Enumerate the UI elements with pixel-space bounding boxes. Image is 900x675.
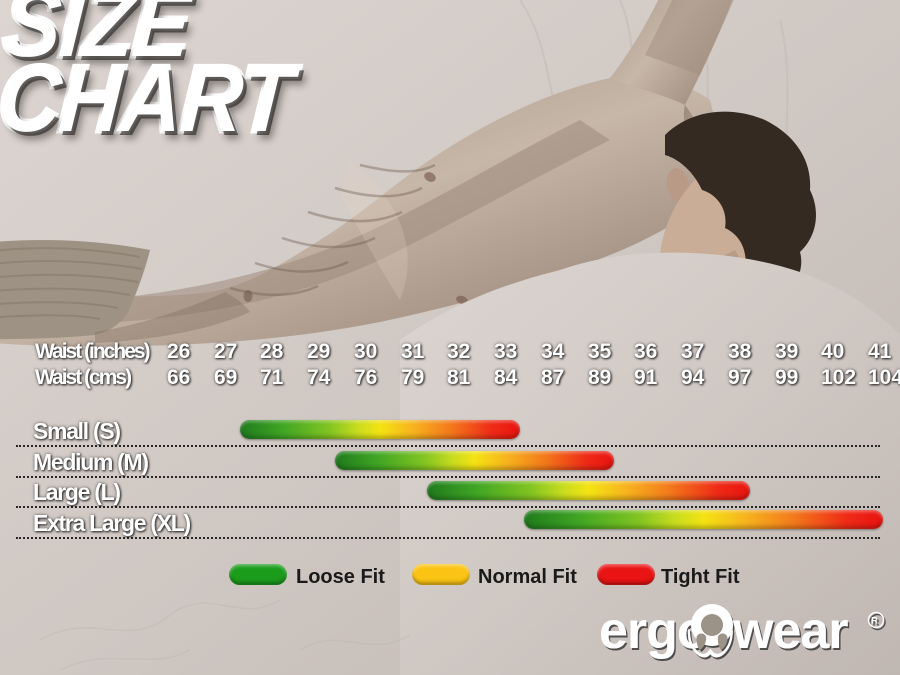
svg-text:wear: wear <box>732 602 848 660</box>
svg-text:R: R <box>871 615 878 625</box>
svg-text:ergo: ergo <box>599 602 708 660</box>
